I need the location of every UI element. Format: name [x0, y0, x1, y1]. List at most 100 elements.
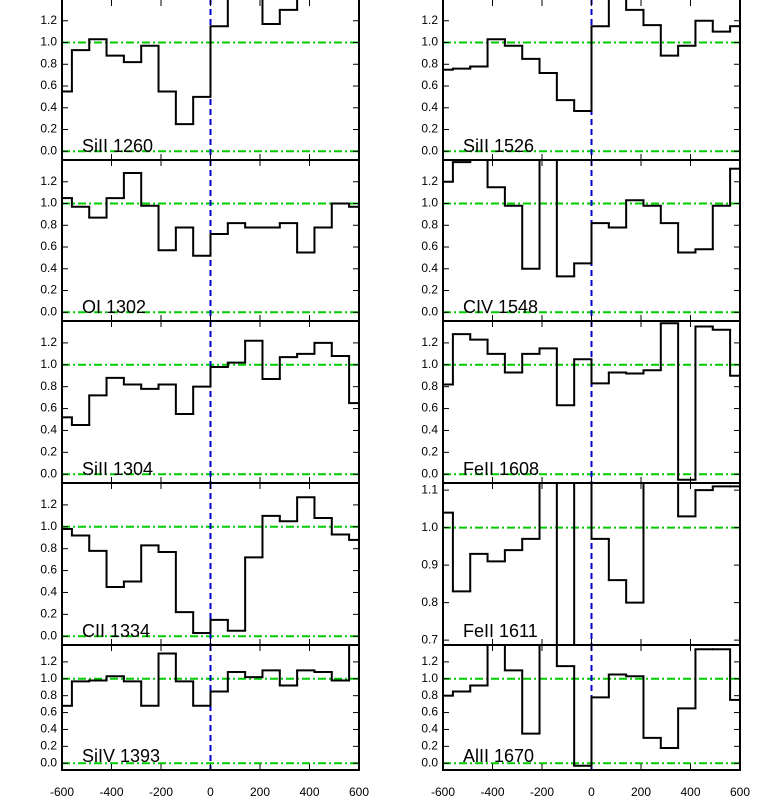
x-tick-label: -400 — [99, 785, 123, 799]
x-tick-label: 400 — [299, 785, 319, 799]
x-tick-label: 0 — [588, 785, 595, 799]
y-tick-label: 1.2 — [421, 335, 438, 349]
y-tick-label: 1.2 — [421, 174, 438, 188]
y-tick-label: 0.0 — [421, 143, 438, 157]
y-tick-label: 0.8 — [421, 56, 438, 70]
y-tick-label: 0.8 — [421, 217, 438, 231]
y-tick-label: 0.8 — [40, 379, 57, 393]
y-tick-label: 0.2 — [40, 122, 57, 136]
y-tick-label: 0.8 — [40, 56, 57, 70]
line-label: SiII 1304 — [82, 459, 153, 479]
y-tick-label: 0.6 — [421, 78, 438, 92]
panel — [62, 160, 359, 321]
y-tick-label: 1.0 — [40, 519, 57, 533]
y-tick-label: 0.6 — [40, 705, 57, 719]
x-tick-label: -400 — [480, 785, 504, 799]
panel — [443, 645, 740, 770]
y-tick-label: 0.8 — [40, 541, 57, 555]
y-tick-label: 1.1 — [421, 482, 438, 496]
y-tick-label: 0.9 — [421, 557, 438, 571]
y-tick-label: 0.4 — [40, 423, 57, 437]
y-tick-label: 1.0 — [421, 520, 438, 534]
line-label: SiII 1260 — [82, 136, 153, 156]
x-tick-label: 600 — [349, 785, 369, 799]
y-tick-label: 0.2 — [40, 445, 57, 459]
y-tick-label: 1.0 — [421, 671, 438, 685]
panel — [62, 321, 359, 483]
y-tick-label: 0.4 — [40, 100, 57, 114]
y-tick-label: 0.0 — [421, 466, 438, 480]
line-label: FeII 1611 — [463, 621, 538, 641]
y-tick-label: 1.2 — [40, 497, 57, 511]
y-tick-label: 1.2 — [421, 13, 438, 27]
y-tick-label: 0.8 — [421, 688, 438, 702]
x-tick-label: 600 — [730, 785, 750, 799]
y-tick-label: 1.0 — [421, 357, 438, 371]
x-tick-label: 200 — [250, 785, 270, 799]
y-tick-label: 0.2 — [40, 739, 57, 753]
panel — [443, 483, 740, 645]
y-tick-label: 0.2 — [421, 122, 438, 136]
y-tick-label: 1.2 — [40, 13, 57, 27]
y-tick-label: 1.2 — [40, 654, 57, 668]
y-tick-label: 0.4 — [421, 423, 438, 437]
y-tick-label: 0.4 — [40, 585, 57, 599]
y-tick-label: 0.0 — [40, 755, 57, 769]
y-tick-label: 0.0 — [421, 755, 438, 769]
y-tick-label: 0.6 — [421, 239, 438, 253]
y-tick-label: 0.8 — [40, 217, 57, 231]
y-tick-label: 0.6 — [421, 705, 438, 719]
y-tick-label: 1.0 — [40, 357, 57, 371]
y-tick-label: 0.6 — [40, 239, 57, 253]
y-tick-label: 0.4 — [421, 100, 438, 114]
line-label: SiIV 1393 — [82, 746, 160, 766]
x-tick-label: -600 — [431, 785, 455, 799]
y-tick-label: 0.2 — [40, 283, 57, 297]
y-tick-label: 0.6 — [421, 401, 438, 415]
x-tick-label: 0 — [207, 785, 214, 799]
y-tick-label: 0.4 — [40, 722, 57, 736]
y-tick-label: 0.6 — [40, 401, 57, 415]
y-tick-label: 1.0 — [40, 35, 57, 49]
y-tick-label: 1.0 — [421, 35, 438, 49]
y-tick-label: 0.2 — [421, 739, 438, 753]
y-tick-label: 0.2 — [421, 445, 438, 459]
panel — [443, 0, 740, 160]
line-label: FeII 1608 — [463, 459, 539, 479]
y-tick-label: 1.0 — [421, 196, 438, 210]
line-label: CIV 1548 — [463, 297, 538, 317]
y-tick-label: 0.6 — [40, 78, 57, 92]
y-tick-label: 0.0 — [40, 466, 57, 480]
y-tick-label: 0.8 — [421, 595, 438, 609]
x-tick-label: -600 — [50, 785, 74, 799]
y-tick-label: 0.8 — [421, 379, 438, 393]
line-label: CII 1334 — [82, 621, 150, 641]
y-tick-label: 0.2 — [40, 607, 57, 621]
panel — [62, 0, 359, 160]
y-tick-label: 1.2 — [40, 335, 57, 349]
y-tick-label: 0.0 — [421, 304, 438, 318]
y-tick-label: 0.0 — [40, 628, 57, 642]
line-label: SiII 1526 — [463, 136, 534, 156]
x-tick-label: 400 — [680, 785, 700, 799]
y-tick-label: 0.0 — [40, 143, 57, 157]
y-tick-label: 0.4 — [421, 722, 438, 736]
x-tick-label: -200 — [530, 785, 554, 799]
y-tick-label: 0.4 — [421, 261, 438, 275]
y-tick-label: 1.0 — [40, 671, 57, 685]
panel — [62, 483, 359, 645]
panel — [62, 645, 359, 770]
y-tick-label: 0.2 — [421, 283, 438, 297]
y-tick-label: 1.2 — [40, 174, 57, 188]
line-label: AlII 1670 — [463, 746, 534, 766]
y-tick-label: 1.0 — [40, 196, 57, 210]
panel — [443, 321, 740, 483]
y-tick-label: 0.6 — [40, 563, 57, 577]
x-tick-label: 200 — [631, 785, 651, 799]
y-tick-label: 0.7 — [421, 632, 438, 646]
line-label: OI 1302 — [82, 297, 146, 317]
x-tick-label: -200 — [149, 785, 173, 799]
panel — [443, 160, 740, 321]
y-tick-label: 1.2 — [421, 654, 438, 668]
